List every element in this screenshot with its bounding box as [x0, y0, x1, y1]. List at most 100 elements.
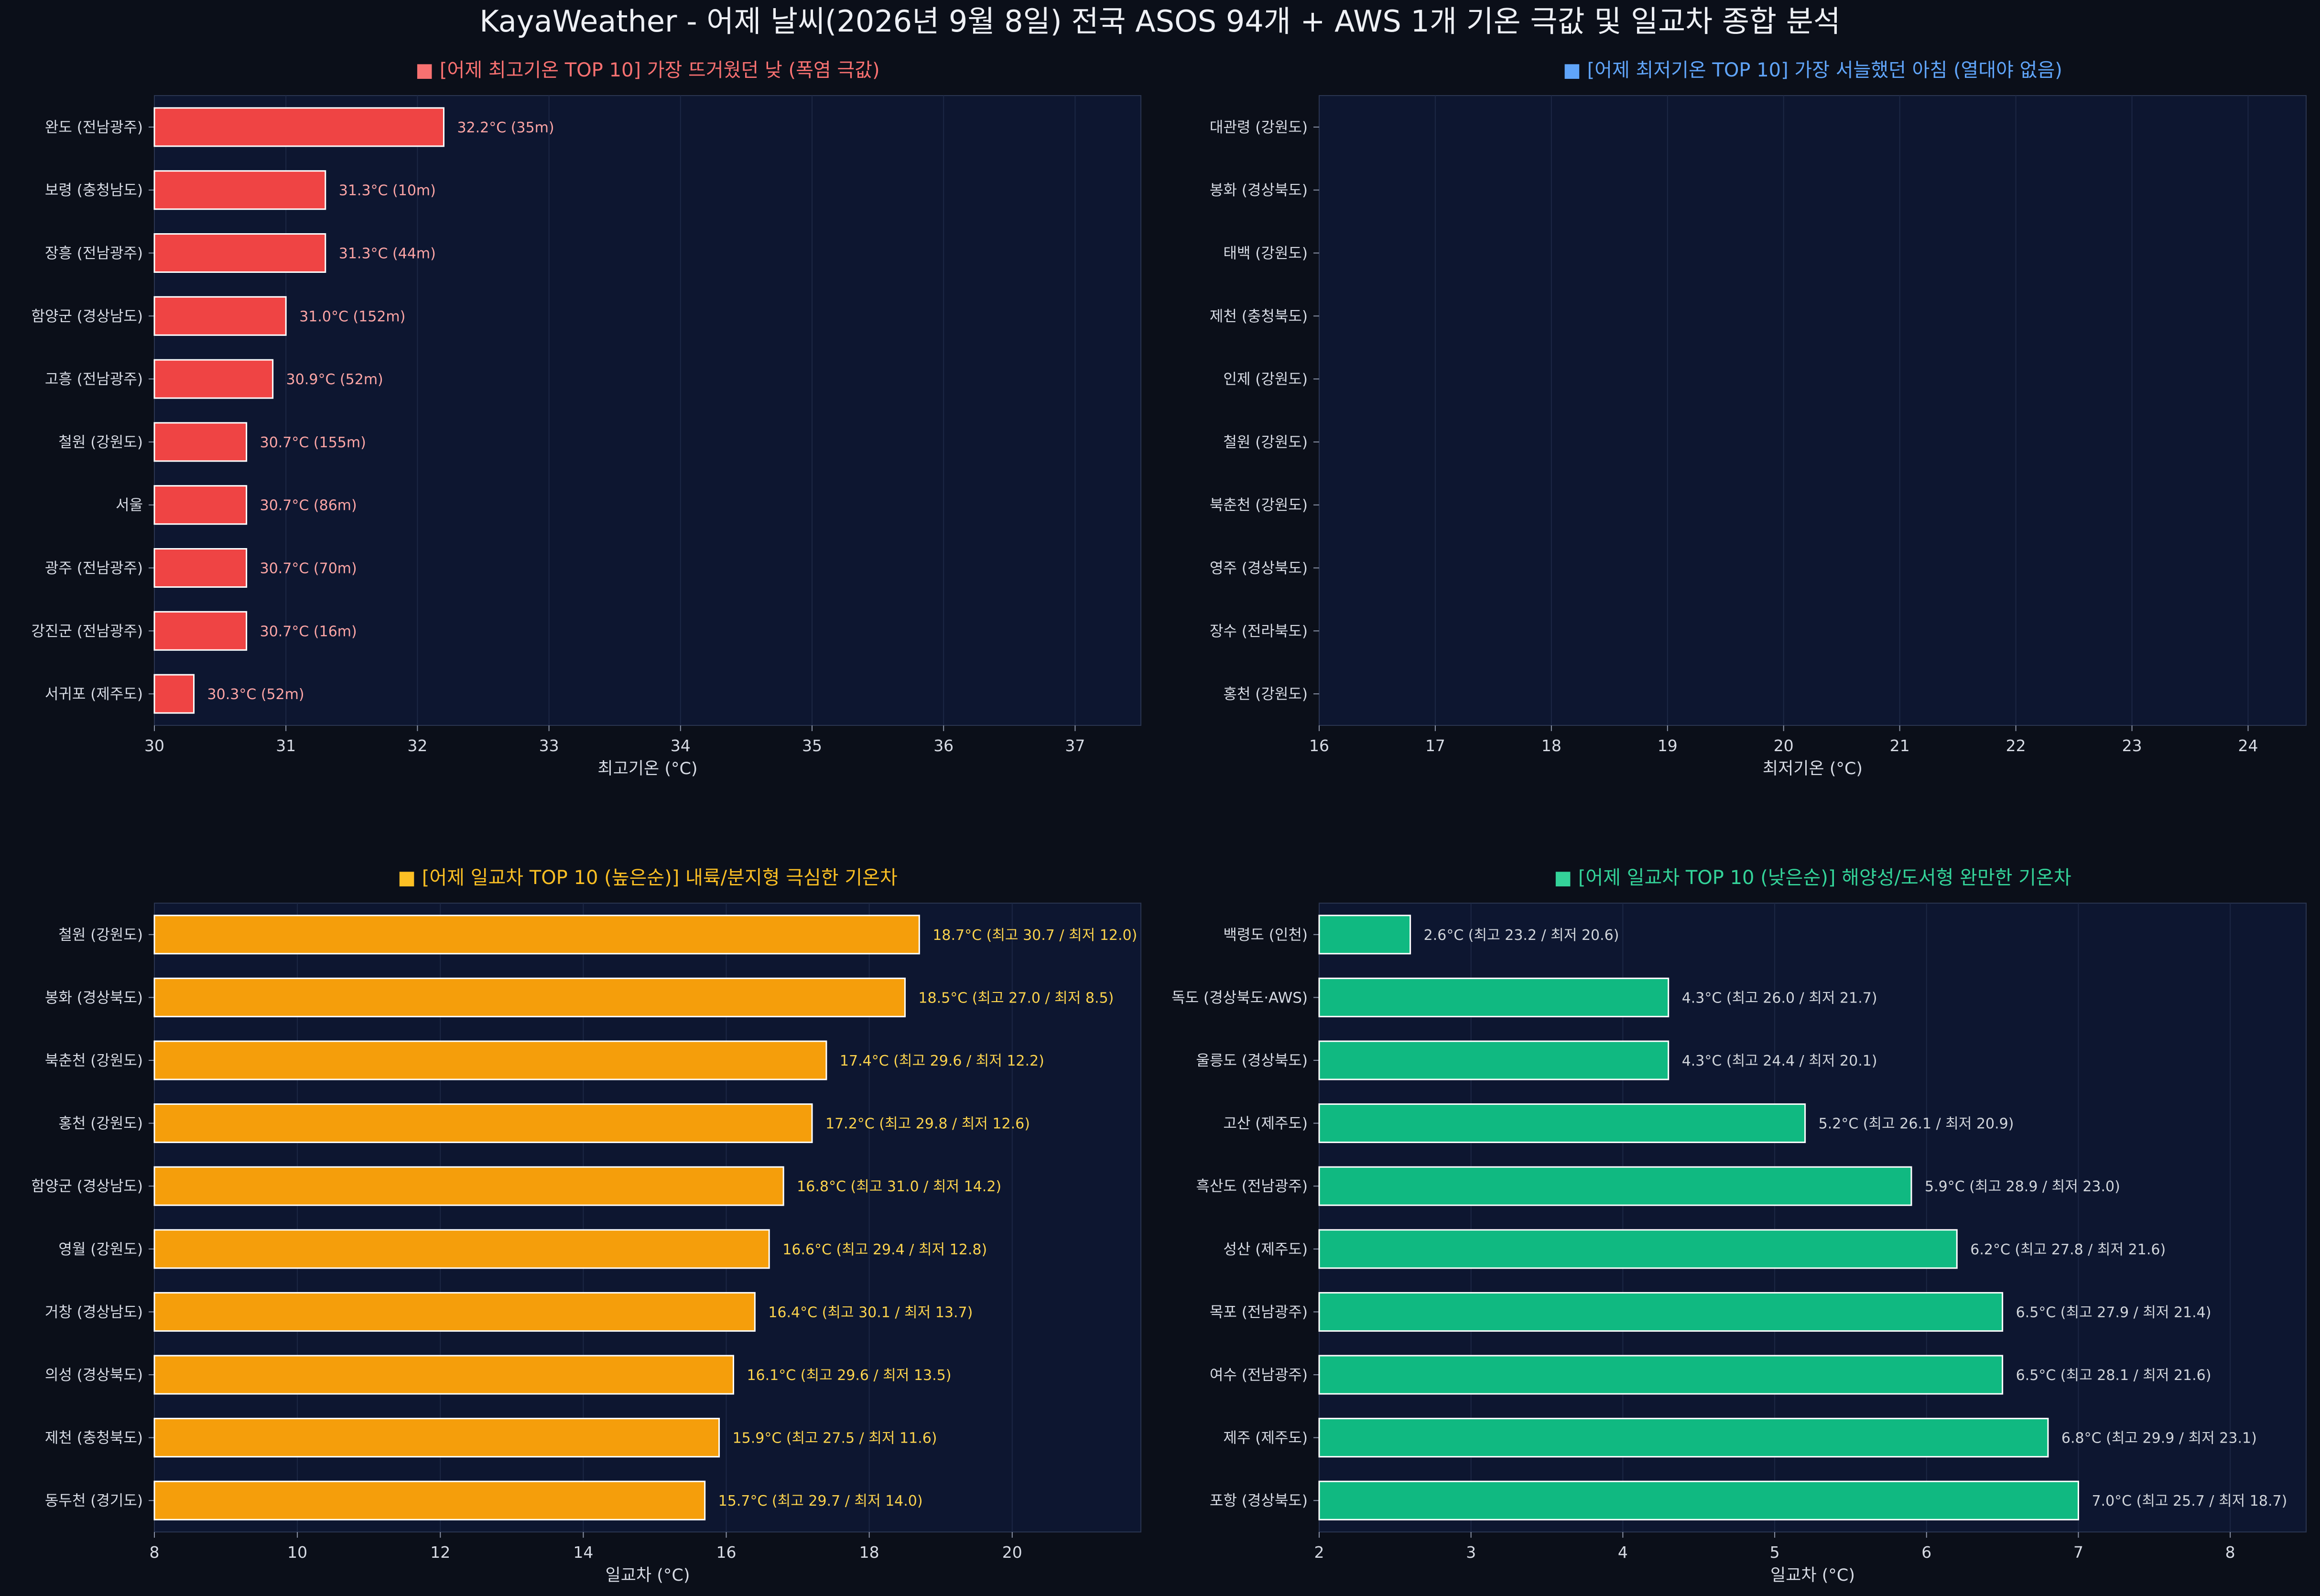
- y-tick-label: 완도 (전남광주): [45, 119, 143, 136]
- bar-value-label: 6.2°C (최고 27.8 / 최저 21.6): [1970, 1241, 2166, 1258]
- x-tick-label: 3: [1466, 1543, 1476, 1562]
- y-tick-label: 흑산도 (전남광주): [1196, 1178, 1308, 1195]
- y-tick-label: 철원 (강원도): [58, 927, 143, 944]
- x-tick-label: 30: [144, 736, 164, 755]
- x-tick-label: 36: [933, 736, 954, 755]
- bar: [153, 548, 248, 588]
- x-tick-label: 19: [1658, 736, 1678, 755]
- y-tick-label: 태백 (강원도): [1223, 245, 1308, 262]
- y-tick-label: 강진군 (전남광주): [31, 623, 143, 640]
- x-tick-label: 17: [1425, 736, 1445, 755]
- x-tick-label: 8: [150, 1543, 160, 1562]
- x-tick-label: 4: [1618, 1543, 1628, 1562]
- bar: [1318, 915, 1411, 955]
- bar-value-label: 7.0°C (최고 25.7 / 최저 18.7): [2092, 1493, 2287, 1510]
- x-tick-label: 23: [2122, 736, 2142, 755]
- y-tick-label: 의성 (경상북도): [45, 1367, 143, 1384]
- bar-value-label: 30.7°C (70m): [260, 561, 357, 577]
- y-tick-label: 서울: [116, 497, 143, 514]
- y-tick-label: 울릉도 (경상북도): [1196, 1052, 1308, 1069]
- y-tick-label: 영월 (강원도): [58, 1241, 143, 1258]
- chart-panel-tmin: ■ [어제 최저기온 TOP 10] 가장 서늘했던 아침 (열대야 없음) 16…: [1210, 59, 2307, 778]
- bar-value-label: 31.3°C (10m): [339, 183, 436, 199]
- y-tick-label: 거창 (경상남도): [45, 1304, 143, 1321]
- y-tick-label: 홍천 (강원도): [1223, 686, 1308, 703]
- y-tick-label: 함양군 (경상남도): [31, 1178, 143, 1195]
- panel-title: ■ [어제 최고기온 TOP 10] 가장 뜨거웠던 낮 (폭염 극값): [415, 59, 879, 81]
- bar-value-label: 31.0°C (152m): [299, 308, 405, 325]
- y-tick-label: 여수 (전남광주): [1210, 1367, 1308, 1384]
- bar-value-label: 4.3°C (최고 26.0 / 최저 21.7): [1682, 990, 1877, 1006]
- bar: [153, 1166, 784, 1206]
- bar: [1318, 1480, 2079, 1521]
- bar: [153, 1355, 734, 1395]
- x-axis-label: 최고기온 (°C): [597, 759, 697, 778]
- x-tick-label: 20: [1002, 1543, 1022, 1562]
- bar: [153, 296, 287, 336]
- bar: [153, 1229, 770, 1269]
- y-tick-label: 인제 (강원도): [1223, 371, 1308, 388]
- bar-value-label: 16.1°C (최고 29.6 / 최저 13.5): [747, 1367, 951, 1384]
- bar-value-label: 31.3°C (44m): [339, 246, 436, 262]
- bar: [153, 170, 326, 210]
- panel-title: ■ [어제 최저기온 TOP 10] 가장 서늘했던 아침 (열대야 없음): [1563, 59, 2062, 81]
- bar-value-label: 2.6°C (최고 23.2 / 최저 20.6): [1424, 927, 1619, 944]
- bar: [1318, 1040, 1670, 1080]
- bar-value-label: 16.8°C (최고 31.0 / 최저 14.2): [797, 1178, 1001, 1195]
- chart-panel-range-high: ■ [어제 일교차 TOP 10 (높은순)] 내륙/분지형 극심한 기온차 8 1…: [31, 867, 1141, 1585]
- x-tick-label: 35: [802, 736, 822, 755]
- chart-panel-tmax: ■ [어제 최고기온 TOP 10] 가장 뜨거웠던 낮 (폭염 극값) 30 31…: [31, 59, 1141, 778]
- y-tick-label: 고산 (제주도): [1223, 1115, 1308, 1132]
- bar: [153, 107, 444, 147]
- y-tick-label: 광주 (전남광주): [45, 560, 143, 577]
- x-tick-label: 5: [1770, 1543, 1780, 1562]
- plot-area: [1319, 95, 2307, 726]
- bar: [153, 674, 195, 714]
- x-tick-label: 32: [407, 736, 427, 755]
- bar: [1318, 1103, 1806, 1143]
- y-tick-label: 철원 (강원도): [1223, 434, 1308, 451]
- bar: [153, 1480, 706, 1521]
- bar-value-label: 30.9°C (52m): [286, 371, 383, 388]
- bar-value-label: 4.3°C (최고 24.4 / 최저 20.1): [1682, 1053, 1877, 1069]
- bar-value-label: 30.7°C (155m): [260, 434, 366, 451]
- bar: [153, 977, 906, 1017]
- x-tick-label: 12: [430, 1543, 450, 1562]
- bar-value-label: 5.9°C (최고 28.9 / 최저 23.0): [1925, 1178, 2120, 1195]
- chart-panel-range-low: ■ [어제 일교차 TOP 10 (낮은순)] 해양성/도서형 완만한 기온차 2…: [1171, 867, 2307, 1585]
- y-tick-label: 독도 (경상북도·AWS): [1171, 989, 1308, 1006]
- bar: [153, 915, 920, 955]
- x-tick-label: 34: [671, 736, 691, 755]
- x-tick-label: 16: [716, 1543, 737, 1562]
- y-tick-label: 봉화 (경상북도): [45, 989, 143, 1006]
- x-tick-label: 18: [859, 1543, 879, 1562]
- y-tick-label: 제천 (충청북도): [1210, 308, 1308, 325]
- y-tick-label: 보령 (충청남도): [45, 182, 143, 199]
- y-tick-label: 장수 (전라북도): [1210, 623, 1308, 640]
- x-tick-label: 6: [1921, 1543, 1931, 1562]
- bar-value-label: 30.3°C (52m): [207, 686, 304, 703]
- y-tick-label: 제주 (제주도): [1223, 1430, 1308, 1447]
- y-tick-label: 목포 (전남광주): [1210, 1304, 1308, 1321]
- y-tick-label: 북춘천 (강원도): [1210, 497, 1308, 514]
- y-tick-label: 홍천 (강원도): [58, 1115, 143, 1132]
- bar: [153, 1103, 813, 1143]
- x-tick-label: 14: [573, 1543, 593, 1562]
- bar: [153, 1418, 720, 1458]
- y-tick-label: 철원 (강원도): [58, 434, 143, 451]
- y-tick-label: 함양군 (경상남도): [31, 308, 143, 325]
- bar: [153, 485, 248, 525]
- y-tick-label: 포항 (경상북도): [1210, 1492, 1308, 1510]
- x-tick-label: 37: [1065, 736, 1085, 755]
- bar: [153, 233, 326, 273]
- bar: [153, 1292, 756, 1332]
- y-tick-label: 봉화 (경상북도): [1210, 182, 1308, 199]
- y-tick-label: 제천 (충청북도): [45, 1430, 143, 1447]
- page-title: KayaWeather - 어제 날씨(2026년 9월 8일) 전국 ASOS…: [479, 4, 1841, 39]
- x-tick-label: 21: [1890, 736, 1910, 755]
- bar: [153, 359, 274, 399]
- x-tick-label: 8: [2225, 1543, 2235, 1562]
- bar-value-label: 18.5°C (최고 27.0 / 최저 8.5): [918, 990, 1114, 1006]
- bar-value-label: 30.7°C (16m): [260, 623, 357, 640]
